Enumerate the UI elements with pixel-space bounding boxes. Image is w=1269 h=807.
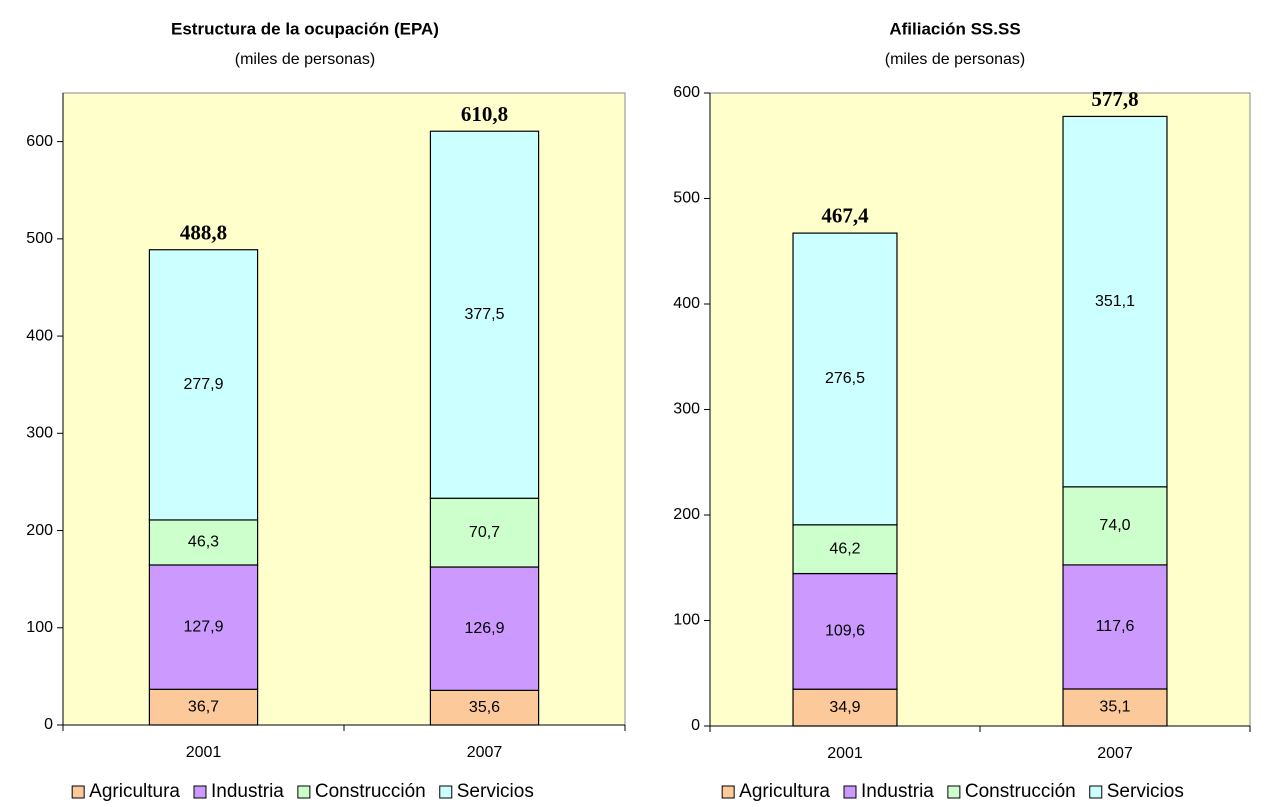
value-label: 377,5 [464, 306, 504, 323]
y-tick-label: 400 [26, 327, 53, 344]
total-label: 488,8 [180, 221, 227, 245]
value-label: 127,9 [183, 618, 223, 635]
y-tick-label: 300 [26, 425, 53, 442]
y-tick-label: 100 [26, 619, 53, 636]
y-tick-label: 500 [26, 230, 53, 247]
bar-segment [429, 566, 540, 691]
value-label: 351,1 [1095, 293, 1135, 310]
plot-area [62, 92, 626, 726]
legend-label: Industria [861, 781, 934, 802]
value-label: 46,3 [188, 534, 219, 551]
bar-segment [429, 689, 540, 726]
value-label: 35,1 [1099, 699, 1130, 716]
value-label: 126,9 [464, 620, 504, 637]
legend-swatch [843, 785, 857, 799]
bar-segment [148, 688, 259, 726]
chart-subtitle: (miles de personas) [235, 51, 376, 68]
legend-label: Servicios [457, 781, 534, 802]
total-label: 610,8 [461, 102, 508, 126]
value-label: 109,6 [825, 623, 865, 640]
bar-segment [792, 572, 898, 690]
value-label: 34,9 [829, 699, 860, 716]
y-tick-label: 600 [26, 133, 53, 150]
legend-swatch [947, 785, 961, 799]
value-label: 74,0 [1099, 517, 1130, 534]
value-label: 46,2 [829, 540, 860, 557]
x-tick-label: 2001 [186, 744, 222, 761]
chart-title: Estructura de la ocupación (EPA) [171, 19, 439, 38]
total-label: 467,4 [821, 204, 869, 228]
bar-segment [792, 688, 898, 727]
value-label: 36,7 [188, 698, 219, 715]
bar-segment [148, 249, 259, 521]
bar-segment [148, 564, 259, 690]
x-tick-label: 2007 [467, 744, 503, 761]
legend-swatch [297, 785, 311, 799]
legend-swatch [71, 785, 85, 799]
legend-label: Construcción [315, 781, 426, 802]
legend-swatch [1089, 785, 1103, 799]
bar-segment [792, 232, 898, 526]
bar-segment [1062, 688, 1168, 727]
legend-label: Construcción [965, 781, 1076, 802]
y-tick-label: 0 [44, 716, 53, 733]
x-tick-label: 2007 [1097, 745, 1133, 762]
y-tick-label: 600 [673, 84, 700, 101]
y-tick-label: 400 [673, 295, 700, 312]
x-tick-label: 2001 [827, 745, 863, 762]
plot-area [709, 92, 1251, 727]
y-tick-label: 200 [673, 506, 700, 523]
bar-segment [429, 497, 540, 568]
bar-segment [1062, 115, 1168, 488]
legend-swatch [193, 785, 207, 799]
value-label: 276,5 [825, 370, 865, 387]
value-label: 35,6 [469, 699, 500, 716]
y-tick-label: 200 [26, 522, 53, 539]
bar-segment [1062, 564, 1168, 690]
chart-subtitle: (miles de personas) [885, 51, 1026, 68]
legend-label: Agricultura [739, 781, 830, 802]
legend-label: Agricultura [89, 781, 180, 802]
bar-segment [1062, 486, 1168, 566]
legend-label: Servicios [1107, 781, 1184, 802]
y-tick-label: 500 [673, 190, 700, 207]
value-label: 277,9 [183, 376, 223, 393]
chart-title: Afiliación SS.SS [889, 19, 1020, 38]
legend-swatch [439, 785, 453, 799]
total-label: 577,8 [1091, 87, 1138, 111]
value-label: 117,6 [1096, 618, 1135, 635]
y-tick-label: 0 [691, 717, 700, 734]
bar-segment [429, 130, 540, 499]
value-label: 70,7 [469, 524, 500, 541]
y-tick-label: 300 [673, 401, 700, 418]
y-tick-label: 100 [673, 612, 700, 629]
legend-label: Industria [211, 781, 284, 802]
legend-swatch [721, 785, 735, 799]
